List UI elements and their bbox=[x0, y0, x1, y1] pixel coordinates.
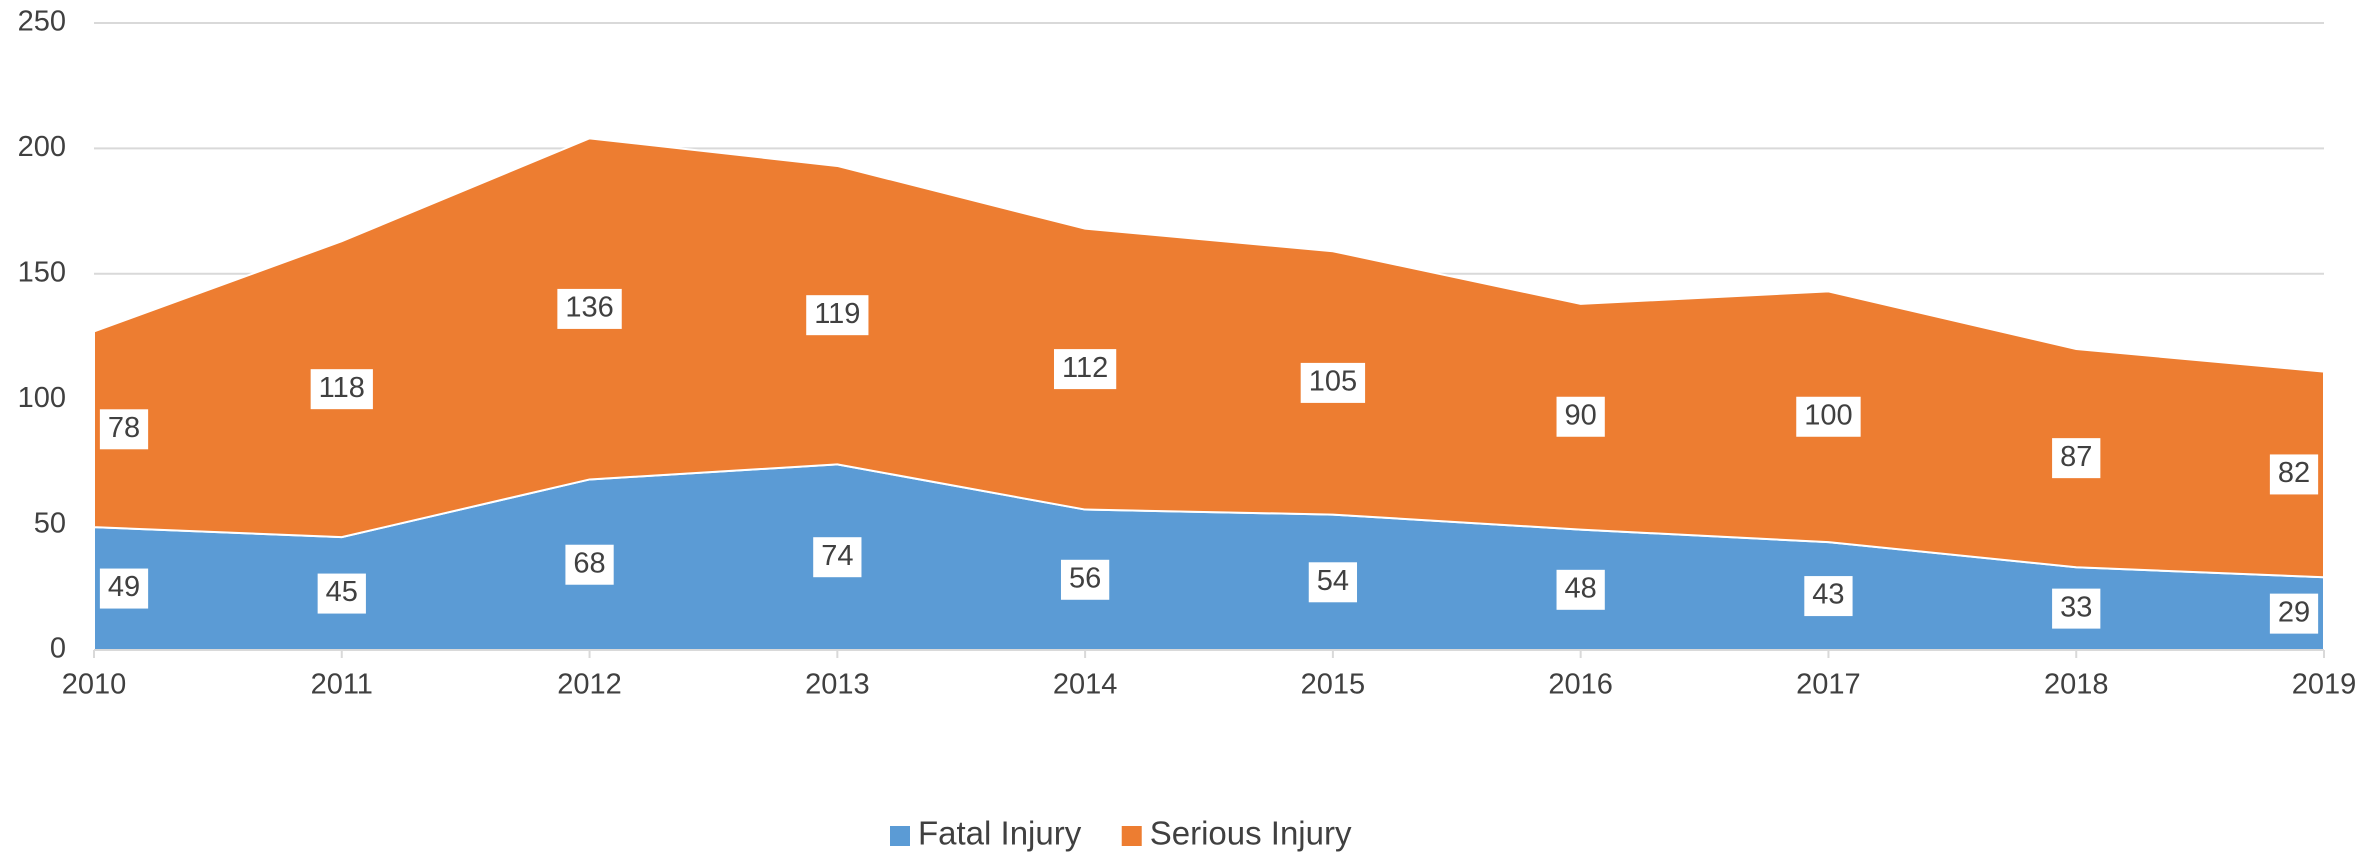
data-label: 118 bbox=[310, 369, 373, 410]
data-label-box bbox=[2052, 588, 2101, 629]
y-tick-label: 50 bbox=[34, 507, 66, 539]
x-tick-label: 2012 bbox=[557, 669, 622, 701]
x-tick-label: 2013 bbox=[805, 669, 870, 701]
y-tick-label: 100 bbox=[18, 382, 66, 414]
legend-label: Fatal Injury bbox=[918, 815, 1082, 852]
data-label-box bbox=[310, 369, 373, 410]
x-tick-label: 2014 bbox=[1053, 669, 1118, 701]
data-label: 100 bbox=[1796, 396, 1861, 437]
data-label: 29 bbox=[2269, 593, 2319, 634]
data-label-box bbox=[1300, 362, 1366, 403]
data-label-box bbox=[565, 544, 614, 585]
data-label-box bbox=[2269, 593, 2319, 634]
data-label-box bbox=[2269, 454, 2319, 495]
data-label: 78 bbox=[99, 409, 149, 450]
data-label: 33 bbox=[2052, 588, 2101, 629]
data-label: 45 bbox=[317, 573, 366, 614]
data-label: 119 bbox=[806, 295, 869, 336]
data-label-box bbox=[806, 295, 869, 336]
data-label: 68 bbox=[565, 544, 614, 585]
data-label: 56 bbox=[1060, 559, 1110, 600]
x-tick-label: 2015 bbox=[1301, 669, 1366, 701]
data-label: 82 bbox=[2269, 454, 2319, 495]
data-label-box bbox=[1796, 396, 1861, 437]
data-label: 87 bbox=[2052, 438, 2101, 479]
data-label-text: 49 bbox=[108, 571, 140, 603]
data-label-box bbox=[2052, 438, 2101, 479]
data-label: 48 bbox=[1556, 569, 1605, 610]
data-label-text: 112 bbox=[1062, 352, 1108, 384]
data-label-box bbox=[813, 537, 862, 578]
legend-label: Serious Injury bbox=[1150, 815, 1352, 852]
data-label-text: 90 bbox=[1565, 399, 1597, 431]
data-label: 105 bbox=[1300, 362, 1366, 403]
data-label-text: 118 bbox=[319, 372, 365, 404]
x-tick-label: 2019 bbox=[2292, 669, 2357, 701]
data-label-text: 105 bbox=[1309, 366, 1357, 398]
data-label-box bbox=[1556, 569, 1605, 610]
data-label-text: 54 bbox=[1317, 565, 1349, 597]
data-label: 74 bbox=[813, 537, 862, 578]
x-tick-label: 2010 bbox=[62, 669, 127, 701]
data-label-text: 33 bbox=[2060, 591, 2092, 623]
data-label: 49 bbox=[99, 568, 149, 609]
data-label-box bbox=[317, 573, 366, 614]
data-label-box bbox=[99, 568, 149, 609]
data-label-box bbox=[557, 288, 622, 329]
legend-swatch bbox=[1121, 826, 1142, 846]
data-label-box bbox=[1556, 396, 1605, 437]
data-label-text: 100 bbox=[1804, 399, 1852, 431]
x-tick-label: 2017 bbox=[1796, 669, 1861, 701]
data-label-text: 82 bbox=[2278, 457, 2310, 489]
data-label-box bbox=[1804, 576, 1853, 617]
data-label: 54 bbox=[1308, 562, 1358, 603]
legend-swatch bbox=[890, 826, 910, 846]
data-label-text: 136 bbox=[565, 292, 613, 324]
data-label-text: 43 bbox=[1812, 579, 1844, 611]
x-tick-label: 2018 bbox=[2044, 669, 2109, 701]
x-tick-label: 2011 bbox=[311, 669, 373, 701]
data-label-text: 56 bbox=[1069, 562, 1101, 594]
y-tick-label: 250 bbox=[18, 6, 66, 38]
y-tick-label: 200 bbox=[18, 131, 66, 163]
data-label-text: 29 bbox=[2278, 596, 2310, 628]
data-label: 136 bbox=[557, 288, 622, 329]
data-label-box bbox=[1308, 562, 1358, 603]
y-tick-label: 0 bbox=[50, 633, 66, 665]
data-label: 112 bbox=[1053, 349, 1117, 390]
data-label: 43 bbox=[1804, 576, 1853, 617]
data-label-text: 45 bbox=[326, 576, 358, 608]
y-tick-label: 150 bbox=[18, 256, 66, 288]
data-label-box bbox=[1060, 559, 1110, 600]
data-label-text: 74 bbox=[821, 540, 853, 572]
data-label-text: 119 bbox=[814, 298, 860, 330]
area bbox=[93, 137, 2325, 579]
data-label-box bbox=[99, 409, 149, 450]
data-label-text: 78 bbox=[108, 412, 140, 444]
data-label-text: 48 bbox=[1565, 572, 1597, 604]
data-label-text: 68 bbox=[573, 547, 605, 579]
data-label-box bbox=[1053, 349, 1117, 390]
data-label: 90 bbox=[1556, 396, 1605, 437]
x-tick-label: 2016 bbox=[1548, 669, 1613, 701]
data-label-text: 87 bbox=[2060, 441, 2092, 473]
